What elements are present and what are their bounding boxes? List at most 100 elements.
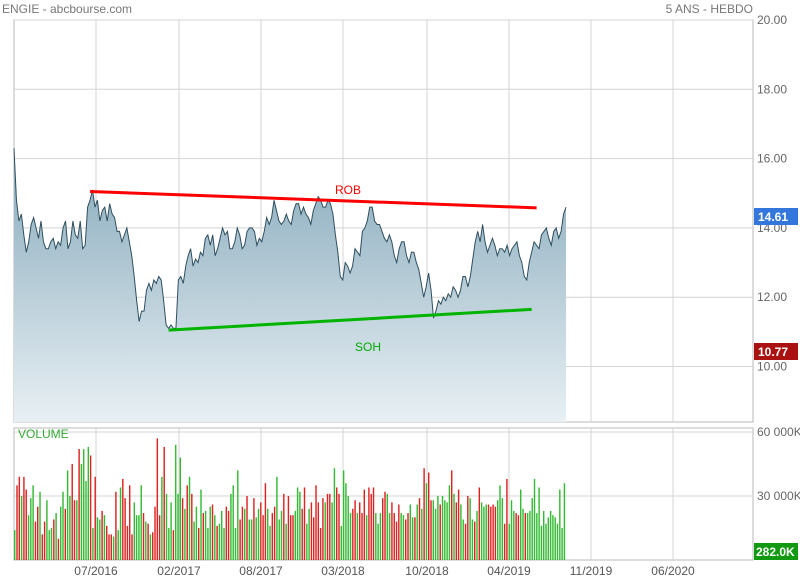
volume-bar [50, 528, 53, 560]
volume-bar [347, 496, 349, 560]
volume-bar [177, 493, 179, 560]
volume-bar [119, 487, 122, 560]
volume-bar [71, 464, 73, 560]
volume-bar [267, 508, 269, 560]
x-tick-label: 04/2019 [487, 564, 531, 578]
volume-bar [368, 487, 370, 560]
volume-bar [237, 470, 239, 560]
x-tick-label: 03/2018 [321, 564, 365, 578]
price-series [13, 148, 567, 422]
volume-bar [32, 485, 34, 560]
volume-bar [543, 510, 545, 560]
volume-bar [223, 528, 225, 560]
volume-bar [497, 500, 499, 560]
volume-bar [37, 506, 39, 560]
volume-bar [315, 485, 317, 560]
volume-bar [112, 536, 115, 560]
volume-bar [135, 515, 138, 560]
volume-bar [85, 481, 87, 560]
price-area [14, 148, 566, 422]
volume-bar [457, 489, 460, 560]
volume-bar [170, 502, 172, 560]
volume-bar [198, 528, 200, 560]
volume-bar [158, 515, 161, 560]
volume-bar [439, 504, 441, 560]
volume-bar [536, 513, 538, 560]
x-tick-label: 10/2018 [405, 564, 449, 578]
volume-bar [552, 515, 554, 560]
volume-bar [370, 493, 372, 560]
x-tick-label: 06/2020 [651, 564, 695, 578]
support-line [168, 307, 532, 332]
volume-bar [188, 476, 191, 560]
volume-bar [195, 506, 198, 560]
volume-bar [117, 530, 119, 560]
volume-bar [232, 485, 234, 560]
volume-bar [446, 502, 448, 560]
volume-bar [48, 530, 50, 560]
volume-bar [168, 528, 170, 560]
volume-bar [110, 534, 113, 560]
volume-bar [73, 500, 76, 560]
volume-bar [92, 528, 94, 560]
volume-bar [234, 528, 237, 560]
volume-bar [423, 468, 425, 560]
price-y-tick-label: 18.00 [757, 82, 787, 96]
volume-bar [280, 510, 283, 560]
volume-bar [260, 502, 262, 560]
volume-bar [503, 523, 506, 560]
volume-bar [352, 508, 354, 560]
volume-bar [359, 502, 361, 560]
volume-bar [43, 521, 46, 560]
volume-bar [14, 530, 16, 560]
volume-bar [126, 525, 129, 560]
volume-bar [379, 513, 382, 560]
volume-bar [60, 506, 62, 560]
volume-bar [464, 523, 467, 560]
volume-bar [545, 523, 547, 560]
chart-title-left: ENGIE - abcbourse.com [2, 2, 132, 16]
volume-bar [283, 493, 285, 560]
price-y-tick-label: 12.00 [757, 290, 787, 304]
volume-bar [336, 487, 338, 560]
volume-bar [434, 508, 437, 560]
volume-bar [462, 519, 464, 560]
volume-bar [250, 519, 253, 560]
volume-bar [207, 528, 209, 560]
volume-bar [241, 506, 244, 560]
axis-labels: 07/2016 02/2017 08/2017 03/2018 10/2018 04/20… [74, 13, 800, 578]
volume-bar [99, 519, 101, 560]
volume-bar [517, 515, 520, 560]
volume-bar [165, 493, 168, 560]
volume-bar [531, 498, 533, 560]
volume-bar [301, 508, 303, 560]
volume-bar [244, 508, 246, 560]
volume-bar [506, 478, 508, 560]
volume-bar [522, 508, 524, 560]
volume-bar [76, 500, 78, 560]
volume-bar [179, 457, 182, 560]
volume-bar [20, 496, 23, 560]
volume-bar [276, 476, 278, 560]
volume-bar [441, 496, 444, 560]
volume-bar [27, 515, 30, 560]
volume-bar [269, 525, 271, 560]
volume-bar [239, 519, 241, 560]
volume-bar [129, 485, 131, 560]
volume-bar [372, 487, 375, 560]
volume-bar [83, 449, 85, 560]
volume-bar [25, 489, 27, 560]
volume-bar [411, 517, 414, 560]
volume-bar [405, 519, 407, 560]
volume-bar [248, 519, 251, 560]
volume-bar [361, 513, 363, 560]
volume-bar [255, 517, 257, 560]
volume-bar [319, 528, 322, 560]
volume-bar [474, 521, 476, 560]
volume-bar [152, 532, 154, 560]
volume-bar [227, 510, 230, 560]
volume-bar [349, 513, 352, 560]
volume-bar [524, 513, 527, 560]
last-volume-badge [754, 543, 798, 560]
volume-bar [156, 438, 159, 560]
